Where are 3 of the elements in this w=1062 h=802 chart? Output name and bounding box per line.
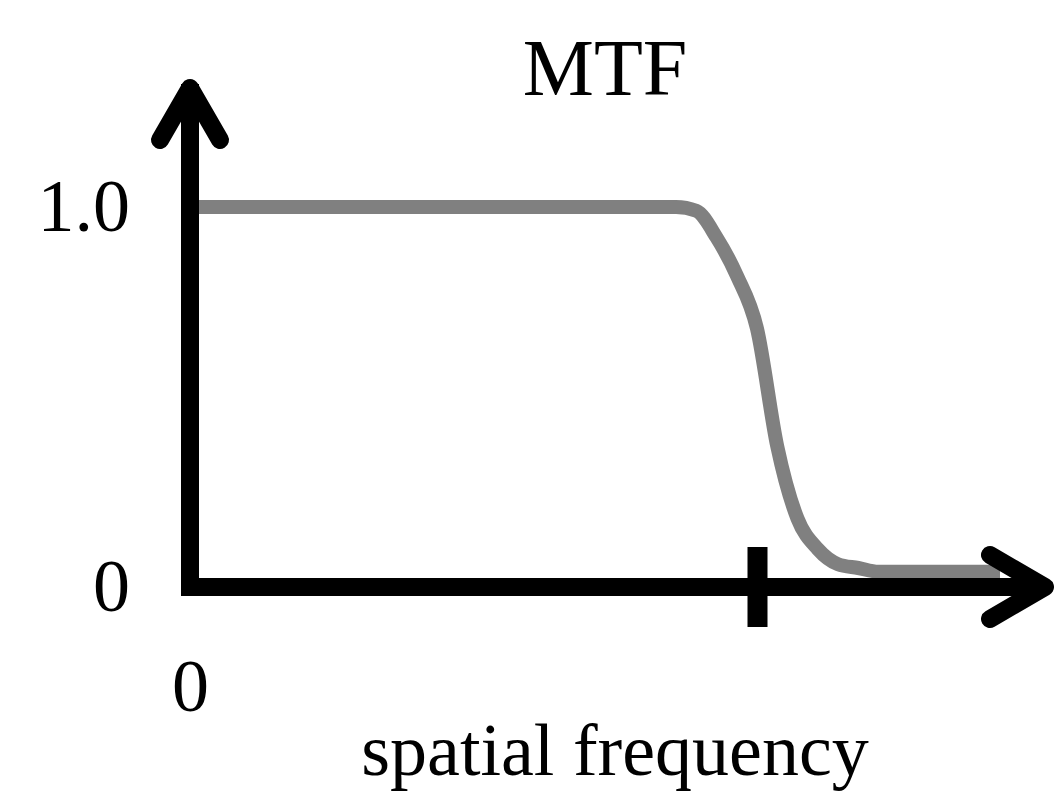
chart-title: MTF xyxy=(522,24,688,112)
x-axis-title: spatial frequency xyxy=(361,709,869,791)
y-tick-label: 1.0 xyxy=(37,165,130,248)
